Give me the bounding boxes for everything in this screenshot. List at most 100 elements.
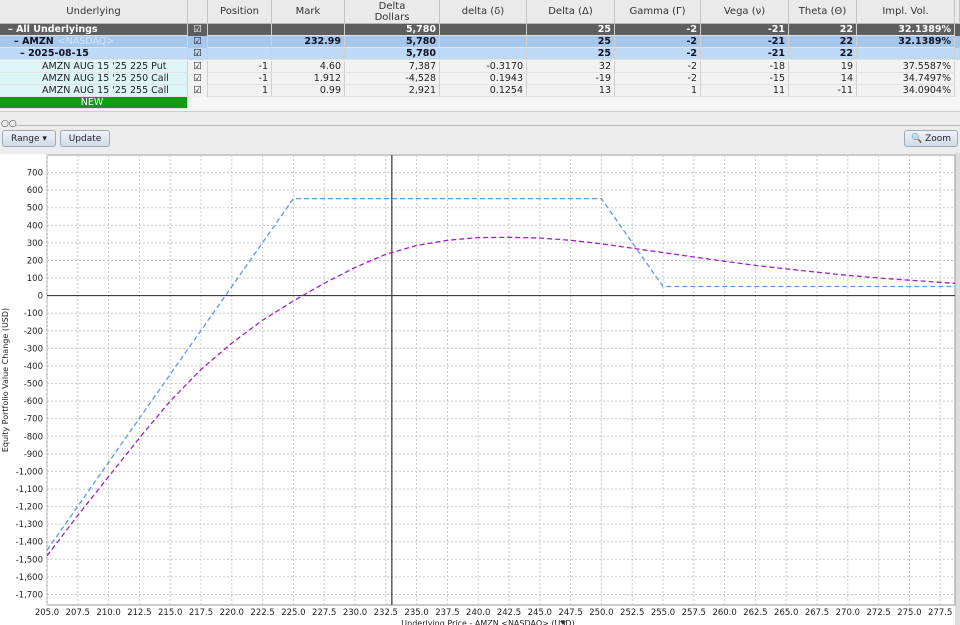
table-cell	[208, 24, 272, 36]
column-header-text: Gamma (Γ)	[629, 6, 686, 17]
cell-text: 22	[839, 36, 853, 48]
cell-text: 25	[597, 36, 611, 48]
y-tick-label: 200	[27, 256, 43, 266]
collapse-icon[interactable]: –	[20, 48, 29, 60]
collapse-icon[interactable]: –	[14, 36, 23, 48]
row-label: – 2025-08-15	[0, 48, 188, 61]
cell-text: 2025-08-15	[28, 48, 89, 60]
table-cell: 19	[789, 60, 857, 73]
cell-text: -2	[687, 72, 697, 84]
table-cell: 5,780	[345, 24, 440, 36]
cell-text: -11	[837, 85, 853, 96]
x-tick-label: 235.0	[404, 608, 428, 618]
row-label: AMZN AUG 15 '25 255 Call	[0, 85, 188, 97]
cell-text: 0.1943	[489, 72, 523, 84]
cell-text: 37.5587%	[902, 60, 951, 72]
y-tick-label: -500	[24, 380, 43, 390]
checkbox[interactable]: ☑	[188, 36, 208, 49]
cell-text: 5,780	[405, 36, 436, 48]
range-button[interactable]: Range ▾	[2, 130, 56, 147]
x-tick-label: 210.0	[96, 608, 120, 618]
y-tick-label: 500	[27, 204, 43, 214]
column-header-text: Underlying	[66, 6, 121, 17]
cell-text: -21	[767, 48, 785, 60]
column-header-text: Position	[220, 6, 259, 17]
y-tick-label: -900	[24, 450, 43, 460]
checkbox[interactable]: ☑	[188, 72, 208, 85]
table-cell: 0.1943	[440, 72, 527, 85]
pnl-line	[46, 236, 956, 557]
table-cell: -2	[615, 72, 701, 85]
cell-text: AMZN AUG 15 '25 225 Put	[42, 60, 167, 72]
y-tick-label: -300	[24, 344, 43, 354]
cell-text: 11	[772, 85, 785, 96]
row-label: AMZN AUG 15 '25 250 Call	[0, 72, 188, 85]
table-cell: -21	[701, 36, 789, 49]
table-cell: -2	[615, 48, 701, 61]
table-cell: -1	[208, 72, 272, 85]
column-header: Underlying	[0, 0, 188, 24]
table-cell: 22	[789, 48, 857, 61]
x-tick-label: 265.0	[774, 608, 798, 618]
table-cell: -18	[701, 60, 789, 73]
column-header: Impl. Vol.	[857, 0, 955, 24]
table-cell: 13	[527, 85, 615, 97]
table-cell: 25	[527, 48, 615, 61]
y-tick-label: -1,700	[16, 590, 43, 600]
y-tick-label: -1,400	[16, 538, 43, 548]
x-tick-label: 270.0	[836, 608, 860, 618]
table-cell: 32	[527, 60, 615, 73]
table-cell: 22	[789, 24, 857, 36]
cell-text: 14	[840, 72, 853, 84]
table-cell: 37.5587%	[857, 60, 955, 73]
cell-text: -4,528	[405, 72, 436, 84]
x-tick-label: 275.0	[897, 608, 921, 618]
row-label: NEW	[0, 97, 188, 110]
zoom-button[interactable]: 🔍 Zoom	[904, 130, 958, 147]
x-tick-label: 225.0	[281, 608, 305, 618]
checkbox[interactable]: ☑	[188, 24, 208, 36]
cell-text: AMZN	[22, 36, 54, 48]
checkbox[interactable]: ☑	[188, 60, 208, 73]
cell-text: 22	[839, 24, 853, 35]
cell-text: All Underlyings	[16, 24, 98, 35]
cell-text: -0.3170	[486, 60, 523, 72]
cell-text: 25	[597, 48, 611, 60]
cell-text: -19	[595, 72, 611, 84]
plot-area	[46, 154, 956, 606]
update-button[interactable]: Update	[60, 130, 110, 147]
column-header: Theta (Θ)	[789, 0, 857, 24]
x-tick-label: 237.5	[435, 608, 459, 618]
blank-header	[955, 0, 960, 24]
cell-text: 13	[598, 85, 611, 96]
table-cell: -2	[615, 24, 701, 36]
column-header: Gamma (Γ)	[615, 0, 701, 24]
x-tick-label: 245.0	[528, 608, 552, 618]
cell-text: AMZN AUG 15 '25 250 Call	[42, 72, 169, 84]
table-cell: -2	[615, 60, 701, 73]
column-header: Position	[208, 0, 272, 24]
x-tick-label: 232.5	[374, 608, 398, 618]
y-tick-label: -400	[24, 362, 43, 372]
table-cell: 232.99	[272, 36, 345, 49]
table-cell	[208, 36, 272, 49]
exchange-tag: <NASDAQ>	[57, 36, 115, 48]
y-tick-label: -1,500	[16, 555, 43, 565]
cell-text: -1	[258, 60, 268, 72]
collapse-icon[interactable]: –	[8, 24, 17, 35]
x-tick-label: 240.0	[466, 608, 490, 618]
table-cell: 32.1389%	[857, 36, 955, 49]
x-tick-label: 247.5	[558, 608, 582, 618]
cell-text: 7,387	[408, 60, 436, 72]
checkbox[interactable]: ☑	[188, 48, 208, 61]
pnl-line	[46, 197, 955, 551]
x-tick-label: 220.0	[220, 608, 244, 618]
cell-text: -21	[767, 36, 785, 48]
table-cell: 4.60	[272, 60, 345, 73]
checkbox[interactable]: ☑	[188, 85, 208, 97]
panel-icons[interactable]: ○○	[1, 119, 17, 129]
cell-text: AMZN AUG 15 '25 255 Call	[42, 85, 169, 96]
table-cell	[440, 24, 527, 36]
chart: 205.0 207.5 210.0 212.5 215.0 217.5 220.0 222.5…	[1, 153, 960, 625]
